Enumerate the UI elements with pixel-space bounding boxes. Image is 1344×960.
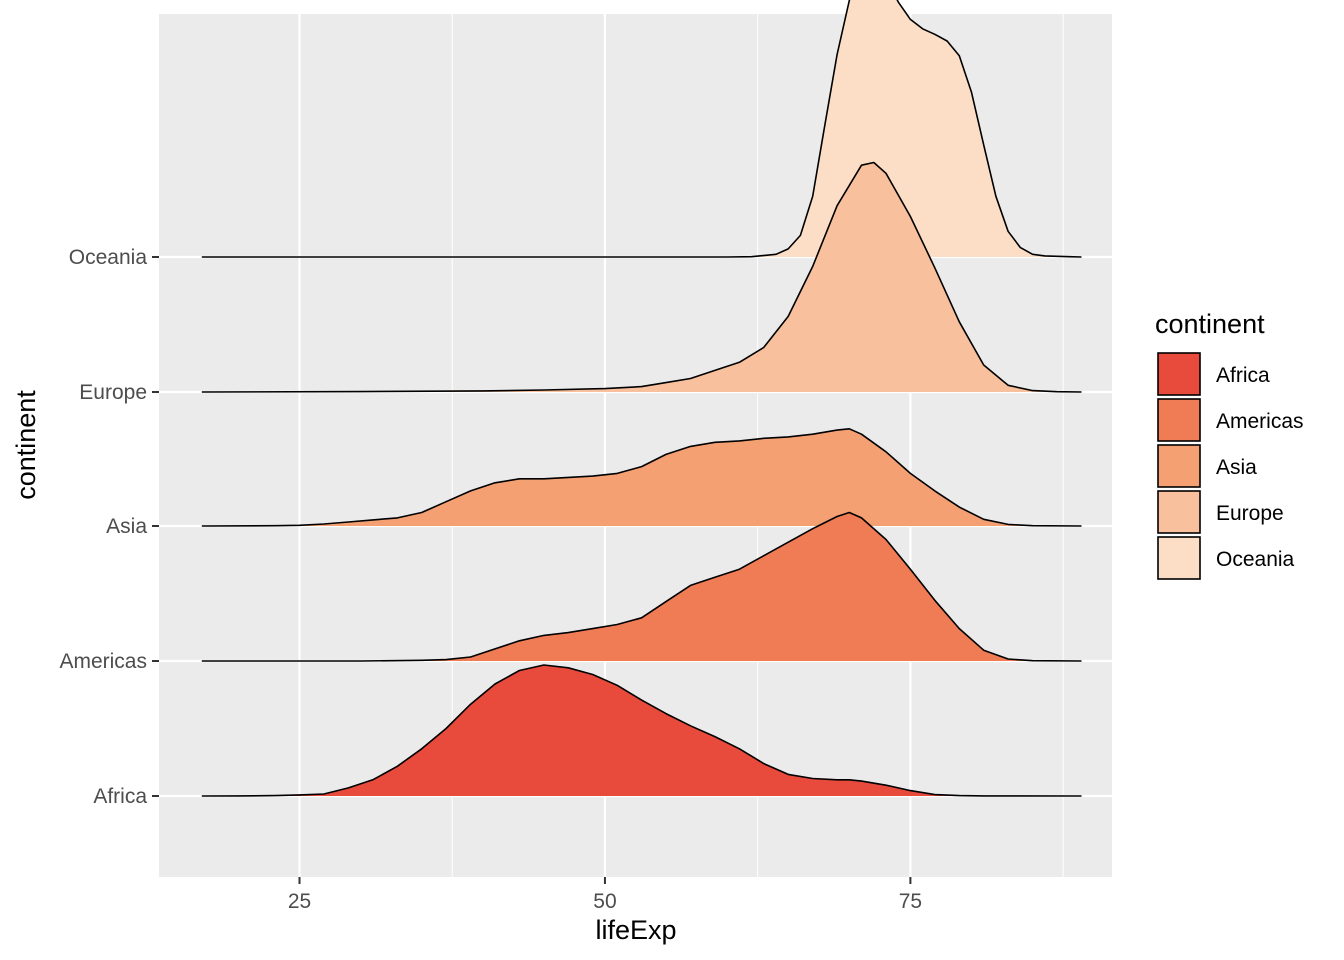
y-tick-label: Europe <box>79 381 147 404</box>
ridge-line-asia <box>201 428 1082 527</box>
legend-swatch-asia <box>1157 444 1201 488</box>
legend-swatch-oceania <box>1157 536 1201 580</box>
density-ridges <box>201 0 1082 797</box>
ridge-fill-americas <box>201 512 1082 661</box>
legend-label-europe: Europe <box>1216 502 1284 525</box>
y-axis-title: continent <box>11 390 41 500</box>
ridge-line-europe <box>201 161 1082 393</box>
x-axis-title: lifeExp <box>595 915 676 945</box>
x-tick-label: 75 <box>899 890 922 913</box>
legend-swatch-africa <box>1157 352 1201 396</box>
legend-label-asia: Asia <box>1216 456 1257 479</box>
y-axis: Africa Americas Asia Europe Oceania <box>59 246 159 808</box>
legend: continent Africa Americas Asia Europe Oceani… <box>1155 309 1304 580</box>
ridge-line-oceania <box>201 0 1082 258</box>
legend-label-africa: Africa <box>1216 364 1270 387</box>
ridge-line-americas <box>201 511 1082 662</box>
x-tick-label: 50 <box>593 890 616 913</box>
x-tick-label: 25 <box>288 890 311 913</box>
legend-items: Africa Americas Asia Europe Oceania <box>1157 352 1304 580</box>
legend-label-americas: Americas <box>1216 410 1304 433</box>
ridge-fill-europe <box>201 162 1082 392</box>
legend-label-oceania: Oceania <box>1216 548 1295 571</box>
ridge-line-africa <box>201 664 1082 797</box>
y-tick-label: Asia <box>106 515 147 538</box>
legend-title: continent <box>1155 309 1265 339</box>
y-tick-label: Africa <box>93 785 147 808</box>
legend-swatch-europe <box>1157 490 1201 534</box>
y-tick-label: Oceania <box>69 246 148 269</box>
ridge-fill-africa <box>201 665 1082 796</box>
x-axis: 25 50 75 <box>288 877 922 913</box>
ridge-fill-asia <box>201 428 1082 526</box>
legend-swatch-americas <box>1157 398 1201 442</box>
y-tick-label: Americas <box>59 650 147 673</box>
